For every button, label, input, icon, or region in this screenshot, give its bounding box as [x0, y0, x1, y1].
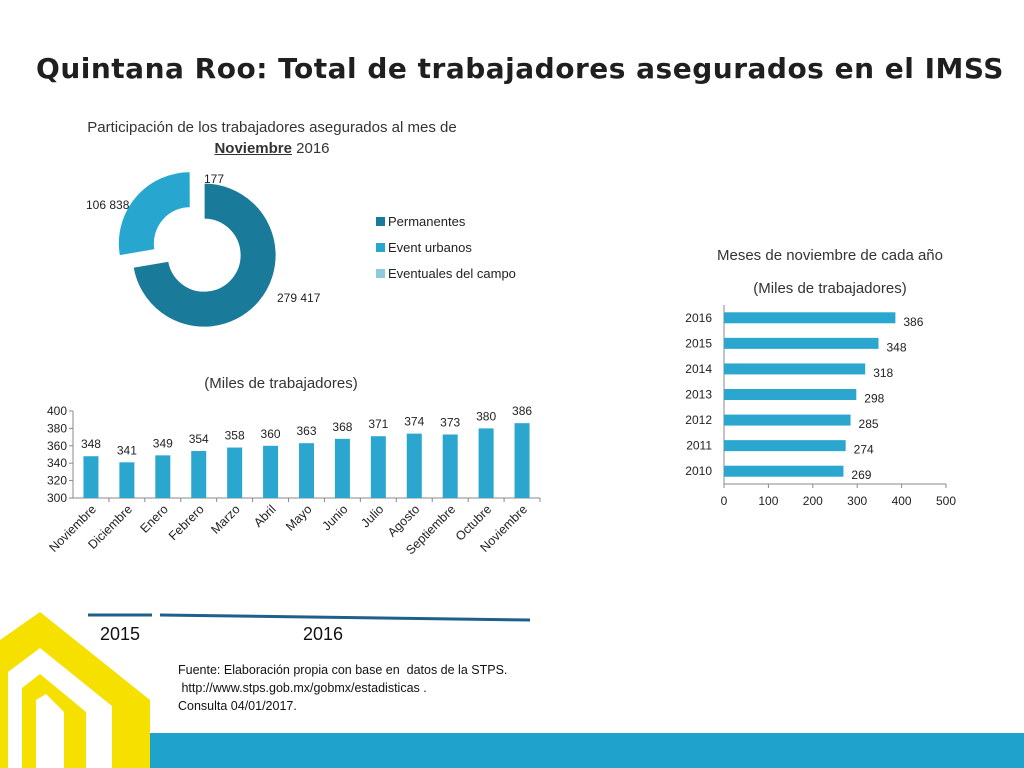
- bar: [724, 337, 879, 349]
- y-tick-label: 2015: [685, 336, 712, 350]
- bar: [406, 433, 422, 498]
- donut-title-month: Noviembre: [214, 140, 292, 157]
- y-tick-label: 2013: [685, 388, 712, 402]
- donut-slice-event-urbanos: [117, 171, 191, 257]
- legend-label: Permanentes: [388, 214, 466, 229]
- monthly-chart-title: (Miles de trabajadores): [204, 375, 358, 392]
- logo-mark-icon: [0, 612, 150, 768]
- yearly-chart-subtitle: (Miles de trabajadores): [753, 280, 907, 297]
- bar: [724, 465, 844, 477]
- x-tick-label: 100: [758, 494, 778, 508]
- bar-value-label: 380: [476, 409, 496, 423]
- bar-value-label: 274: [854, 443, 874, 457]
- donut-title-year: 2016: [296, 140, 330, 157]
- bar-value-label: 354: [189, 432, 209, 446]
- bar-value-label: 349: [153, 436, 173, 450]
- bar: [119, 462, 135, 498]
- bar: [724, 389, 857, 400]
- bar: [227, 447, 243, 498]
- bar: [478, 428, 494, 498]
- bar-value-label: 358: [225, 429, 245, 443]
- legend-label: Event urbanos: [388, 240, 472, 255]
- slice-label-event-urbanos: 106 838: [86, 198, 130, 212]
- bar: [724, 440, 846, 452]
- bar: [442, 434, 458, 498]
- year-2016-underline: [159, 613, 531, 622]
- year-label-2016: 2016: [303, 624, 344, 644]
- y-tick-label: 380: [47, 421, 67, 435]
- bar-value-label: 360: [261, 427, 281, 441]
- x-tick-label: 500: [936, 494, 956, 508]
- bar-value-label: 371: [368, 417, 388, 431]
- x-tick-label: 300: [847, 494, 867, 508]
- bar-value-label: 348: [887, 340, 907, 354]
- bar-value-label: 269: [851, 468, 871, 482]
- y-tick-label: 2014: [685, 362, 712, 376]
- slide-title: Quintana Roo: Total de trabajadores aseg…: [36, 52, 1004, 85]
- y-tick-label: 340: [47, 456, 67, 470]
- year-label-2015: 2015: [100, 624, 141, 644]
- bar-value-label: 386: [903, 315, 923, 329]
- bar: [724, 363, 866, 375]
- legend-swatch: [376, 243, 385, 252]
- bar: [724, 414, 851, 426]
- bar: [334, 438, 350, 498]
- bar: [83, 456, 99, 498]
- bar: [724, 312, 896, 324]
- bar-value-label: 386: [512, 404, 532, 418]
- bar: [514, 423, 530, 498]
- donut-chart-title: Participación de los trabajadores asegur…: [66, 117, 478, 159]
- donut-slice-permanentes: [132, 182, 277, 328]
- y-tick-label: 400: [47, 404, 67, 418]
- bar: [191, 451, 207, 498]
- y-tick-label: 320: [47, 474, 67, 488]
- bar-value-label: 298: [864, 392, 884, 406]
- x-tick-label: 400: [892, 494, 912, 508]
- donut-title-prefix: Participación de los trabajadores asegur…: [87, 119, 457, 136]
- legend-item-event-urbanos: Event urbanos: [376, 240, 472, 255]
- slice-label-permanentes: 279 417: [277, 291, 321, 305]
- y-tick-label: 2012: [685, 413, 712, 427]
- y-tick-label: 2016: [685, 311, 712, 325]
- source-date: Consulta 04/01/2017.: [178, 699, 297, 713]
- y-tick-label: 300: [47, 491, 67, 505]
- x-tick-label: 200: [803, 494, 823, 508]
- bar-value-label: 318: [873, 366, 893, 380]
- x-tick-label: 0: [721, 494, 728, 508]
- slice-label-eventuales-campo: 177: [204, 172, 224, 186]
- bar-value-label: 341: [117, 443, 137, 457]
- legend-swatch: [376, 217, 385, 226]
- source-line: Fuente: Elaboración propia con base en d…: [178, 663, 508, 677]
- bar-value-label: 374: [404, 415, 424, 429]
- legend-label: Eventuales del campo: [388, 266, 516, 281]
- bar-value-label: 348: [81, 437, 101, 451]
- bar-value-label: 373: [440, 415, 460, 429]
- bar-value-label: 368: [332, 420, 352, 434]
- bar-value-label: 363: [296, 424, 316, 438]
- y-tick-label: 2011: [686, 439, 712, 453]
- bar: [370, 436, 386, 498]
- yearly-chart-title: Meses de noviembre de cada año: [717, 247, 943, 264]
- bar: [299, 443, 314, 498]
- legend-item-eventuales-campo: Eventuales del campo: [376, 266, 516, 281]
- source-url: http://www.stps.gob.mx/gobmx/estadistica…: [178, 681, 427, 695]
- legend-swatch: [376, 269, 385, 278]
- legend-item-permanentes: Permanentes: [376, 214, 465, 229]
- source-note: Fuente: Elaboración propia con base en d…: [178, 661, 507, 715]
- bar-value-label: 285: [859, 417, 879, 431]
- y-tick-label: 360: [47, 439, 67, 453]
- bottom-band: [150, 733, 1024, 768]
- y-tick-label: 2010: [685, 464, 712, 478]
- bar: [155, 455, 171, 498]
- bar: [263, 445, 279, 498]
